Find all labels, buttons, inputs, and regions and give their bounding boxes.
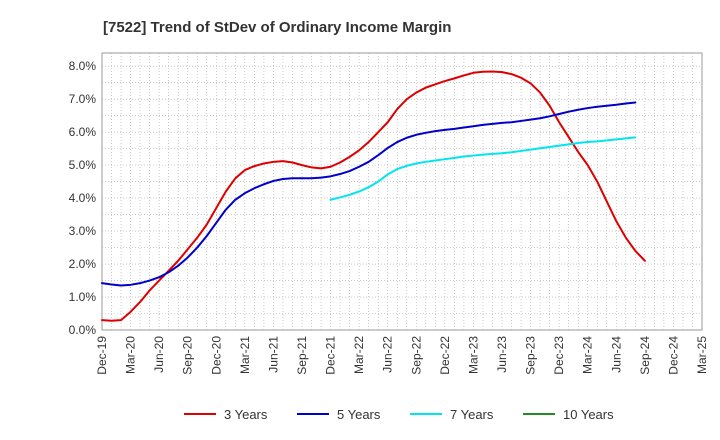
legend-label: 5 Years	[337, 407, 381, 422]
x-tick-label: Sep-24	[638, 336, 652, 375]
chart-title: [7522] Trend of StDev of Ordinary Income…	[103, 19, 451, 36]
x-tick-label: Mar-22	[352, 336, 366, 374]
x-tick-label: Dec-22	[438, 336, 452, 375]
x-tick-label: Jun-22	[381, 336, 395, 373]
x-tick-label: Mar-25	[695, 336, 709, 374]
x-tick-label: Dec-19	[95, 336, 109, 375]
series-line-3-years	[101, 70, 646, 322]
x-tick-label: Mar-21	[238, 336, 252, 374]
y-tick-label: 3.0%	[69, 224, 97, 238]
x-tick-label: Mar-20	[124, 336, 138, 374]
x-tick-label: Sep-21	[295, 336, 309, 375]
series-line-7-years	[329, 136, 637, 201]
x-tick-label: Mar-23	[466, 336, 480, 374]
series-line-5-years	[101, 101, 637, 287]
y-axis: 0.0% 1.0% 2.0% 3.0% 4.0% 5.0% 6.0% 7.0% 8.0%	[69, 59, 97, 337]
x-tick-label: Sep-20	[181, 336, 195, 375]
x-tick-label: Dec-24	[666, 336, 680, 375]
x-tick-label: Dec-23	[552, 336, 566, 375]
x-axis: Dec-19 Mar-20 Jun-20 Sep-20 Dec-20 Mar-21 Jun-…	[95, 336, 709, 375]
x-tick-label: Jun-21	[266, 336, 280, 373]
legend-label: 3 Years	[224, 407, 268, 422]
legend-label: 7 Years	[450, 407, 494, 422]
x-tick-label: Dec-21	[324, 336, 338, 375]
x-tick-label: Jun-24	[609, 336, 623, 373]
series-layer	[101, 70, 646, 322]
x-tick-label: Jun-20	[152, 336, 166, 373]
x-tick-label: Mar-24	[581, 336, 595, 374]
x-tick-label: Sep-23	[524, 336, 538, 375]
legend-label: 10 Years	[563, 407, 614, 422]
y-tick-label: 4.0%	[69, 191, 97, 205]
x-tick-label: Jun-23	[495, 336, 509, 373]
y-tick-label: 5.0%	[69, 158, 97, 172]
x-tick-label: Dec-20	[209, 336, 223, 375]
plot-frame	[101, 52, 703, 331]
gridlines	[102, 53, 702, 330]
y-tick-label: 6.0%	[69, 125, 97, 139]
y-tick-label: 1.0%	[69, 290, 97, 304]
legend: 3 Years 5 Years 7 Years 10 Years	[184, 407, 614, 422]
plot-area	[101, 52, 703, 331]
y-tick-label: 7.0%	[69, 92, 97, 106]
y-tick-label: 8.0%	[69, 59, 97, 73]
y-tick-label: 2.0%	[69, 257, 97, 271]
x-tick-label: Sep-22	[409, 336, 423, 375]
y-tick-label: 0.0%	[69, 323, 97, 337]
